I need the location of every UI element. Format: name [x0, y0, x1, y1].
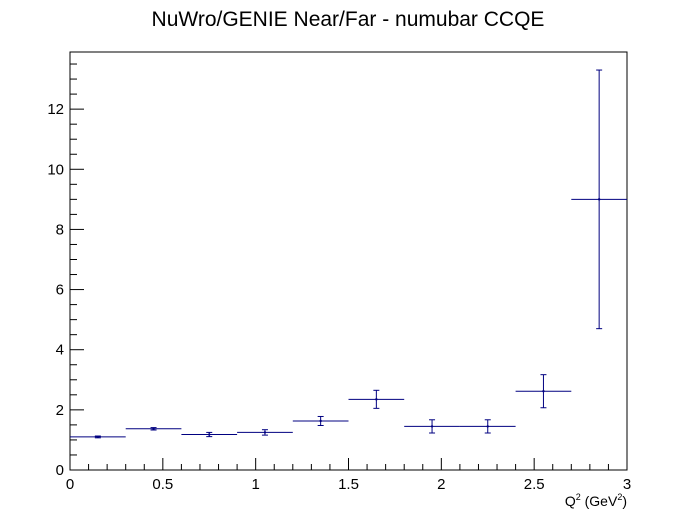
y-tick-label: 10	[47, 161, 64, 178]
point-marker	[263, 431, 267, 434]
x-tick-label: 1	[251, 476, 259, 493]
tick-labels: 0 0.5 1 1.5 2 2.5 3 0 2 4 6 8 10 12	[47, 101, 631, 493]
x-tick-label: 2	[437, 476, 445, 493]
x-axis-label-suffix: )	[622, 493, 627, 509]
point-marker	[430, 425, 434, 428]
x-axis-label-sup1: 2	[576, 492, 581, 502]
x-tick-label: 2.5	[524, 476, 545, 493]
y-tick-label: 2	[56, 402, 64, 419]
y-tick-label: 6	[56, 282, 64, 299]
data-point	[181, 431, 238, 438]
x-axis-label-prefix: Q	[565, 493, 576, 509]
point-marker	[597, 198, 601, 201]
x-axis-label-middle: (GeV	[581, 493, 618, 509]
x-tick-label: 1.5	[338, 476, 359, 493]
data-points	[70, 69, 627, 439]
point-marker	[96, 435, 100, 439]
point-marker	[152, 427, 155, 431]
x-tick-label: 0	[66, 476, 74, 493]
data-point	[571, 69, 627, 330]
data-point	[348, 389, 405, 409]
point-marker	[375, 398, 378, 401]
x-tick-label: 0.5	[152, 476, 173, 493]
data-point	[125, 427, 182, 431]
x-axis-label: Q2 (GeV2)	[565, 492, 627, 509]
point-marker	[319, 419, 322, 423]
data-point	[237, 429, 293, 436]
point-marker	[542, 390, 545, 393]
x-axis-label-sup2: 2	[617, 492, 622, 502]
y-tick-label: 8	[56, 221, 64, 238]
chart-title: NuWro/GENIE Near/Far - numubar CCQE	[152, 8, 545, 31]
axis-ticks	[69, 63, 628, 471]
point-marker	[486, 425, 489, 428]
data-point	[404, 419, 460, 434]
data-point	[70, 435, 126, 439]
data-point	[515, 374, 572, 409]
y-tick-label: 0	[56, 462, 64, 479]
point-marker	[208, 433, 211, 436]
y-tick-label: 12	[47, 101, 64, 118]
data-point	[292, 415, 349, 426]
data-point	[459, 419, 516, 434]
x-tick-label: 3	[623, 476, 631, 493]
y-tick-label: 4	[56, 342, 64, 359]
